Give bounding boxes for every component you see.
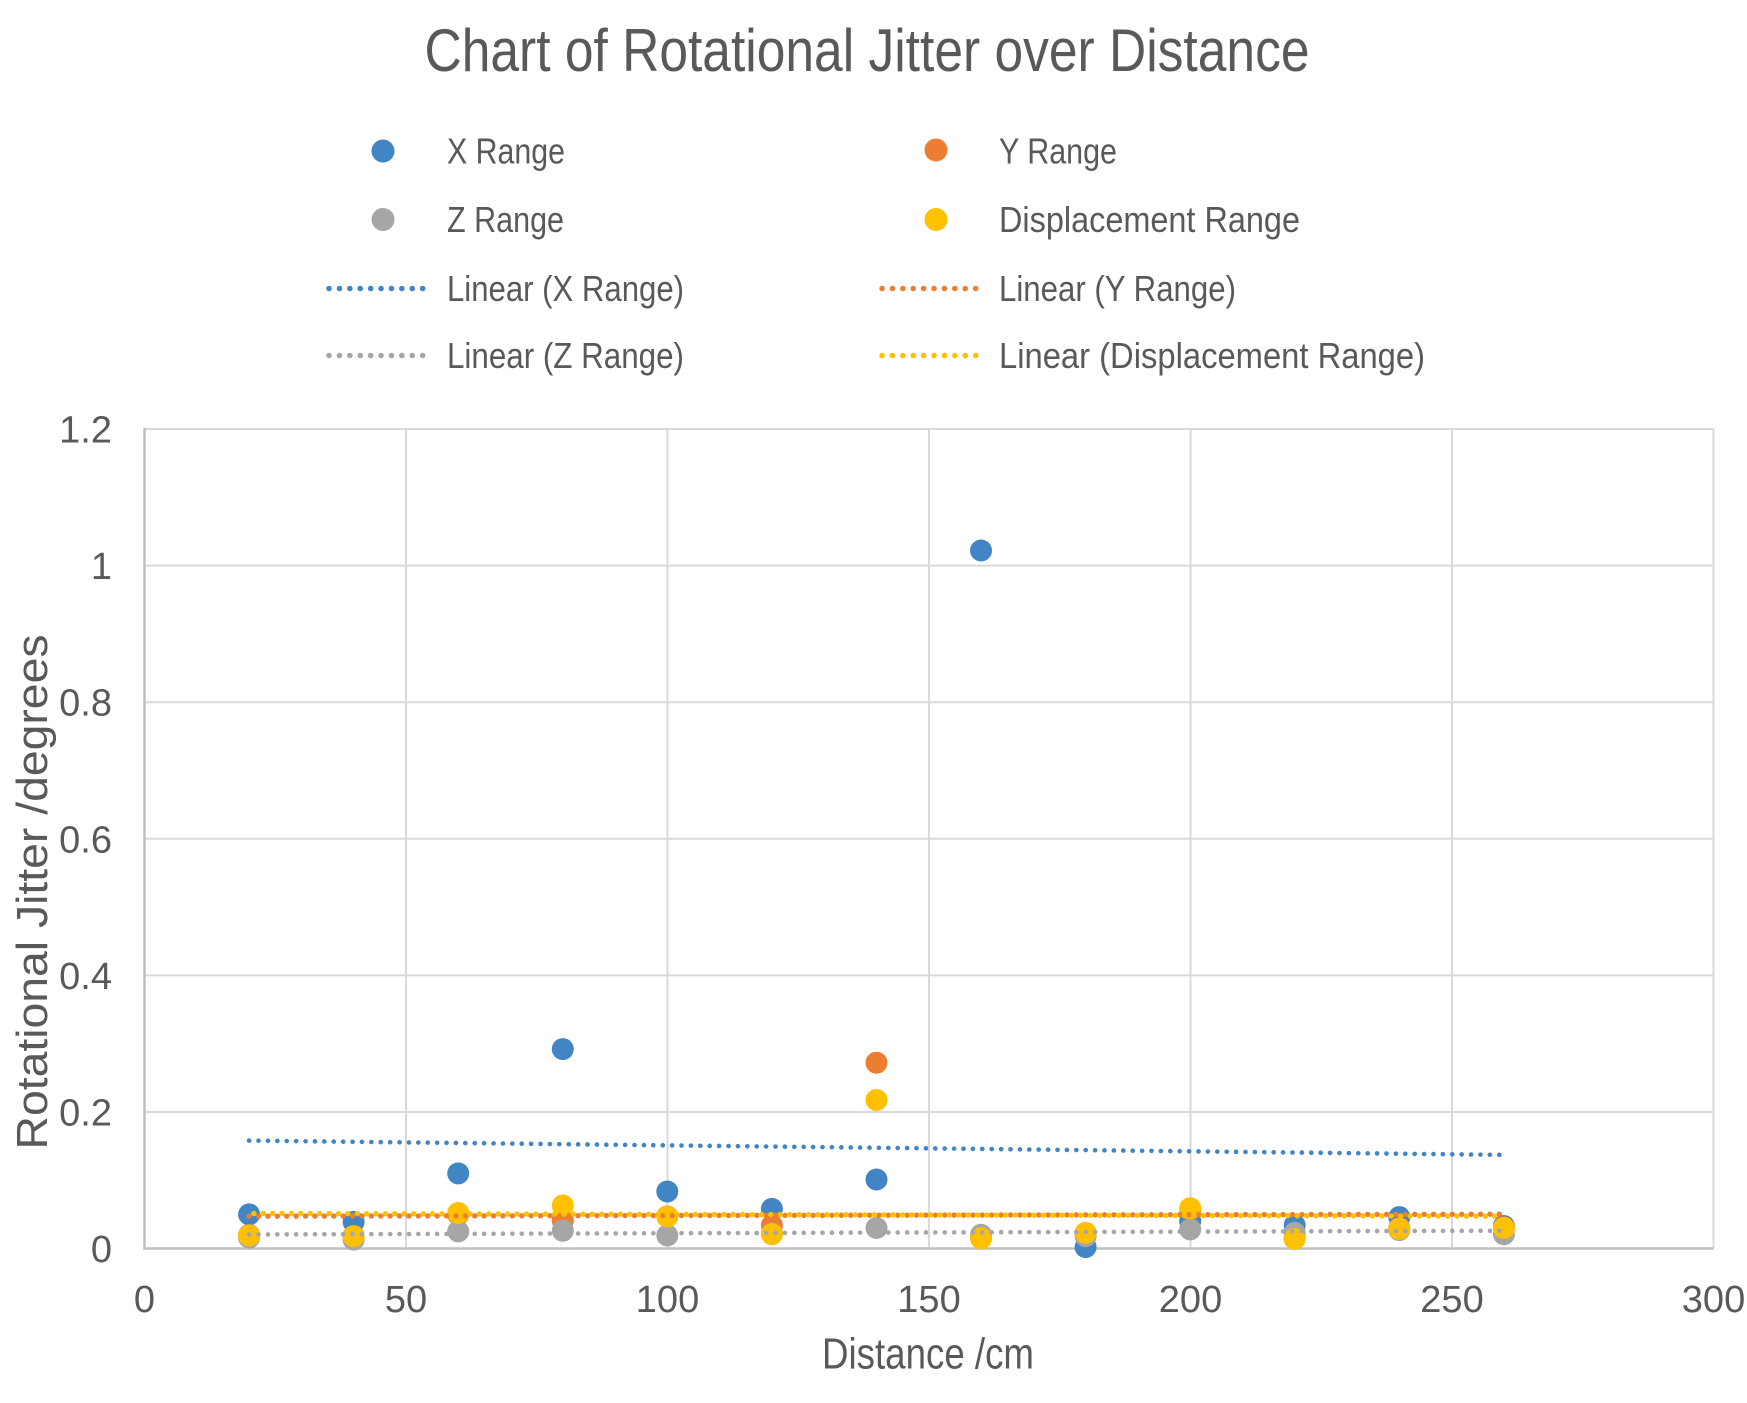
svg-text:100: 100: [636, 1279, 699, 1321]
svg-text:0.6: 0.6: [59, 819, 112, 861]
svg-text:1.2: 1.2: [59, 410, 112, 452]
svg-text:Displacement Range: Displacement Range: [999, 199, 1300, 240]
svg-text:200: 200: [1159, 1279, 1222, 1321]
svg-text:Z Range: Z Range: [447, 199, 564, 240]
svg-text:0: 0: [134, 1279, 155, 1321]
svg-text:0.2: 0.2: [59, 1093, 112, 1135]
svg-text:Linear (Z Range): Linear (Z Range): [447, 335, 684, 376]
svg-text:Y Range: Y Range: [999, 131, 1117, 172]
svg-text:X Range: X Range: [447, 131, 565, 172]
svg-text:Chart of Rotational Jitter ove: Chart of Rotational Jitter over Distance: [425, 17, 1310, 84]
svg-text:1: 1: [91, 546, 112, 588]
svg-text:Distance /cm: Distance /cm: [822, 1330, 1034, 1379]
svg-text:Linear (X Range): Linear (X Range): [447, 268, 684, 309]
svg-text:0.8: 0.8: [59, 683, 112, 725]
svg-text:0: 0: [91, 1229, 112, 1271]
svg-text:Linear (Displacement Range): Linear (Displacement Range): [999, 335, 1425, 376]
svg-text:150: 150: [897, 1279, 960, 1321]
svg-text:Linear (Y Range): Linear (Y Range): [999, 268, 1236, 309]
svg-text:300: 300: [1682, 1279, 1745, 1321]
svg-text:Rotational Jitter /degrees: Rotational Jitter /degrees: [8, 635, 57, 1150]
svg-text:250: 250: [1420, 1279, 1483, 1321]
svg-text:0.4: 0.4: [59, 956, 112, 998]
svg-text:50: 50: [385, 1279, 427, 1321]
